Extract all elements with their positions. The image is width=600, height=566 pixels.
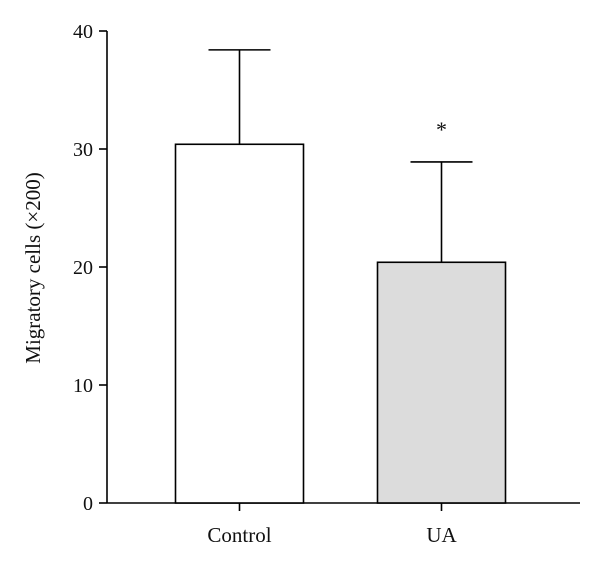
y-axis-label: Migratory cells (×200) [21, 172, 45, 363]
bar-ua [376, 261, 507, 504]
x-tick-label-ua: UA [426, 523, 457, 547]
y-tick-label: 10 [73, 375, 93, 397]
y-tick-label: 0 [83, 493, 93, 515]
y-tick-label: 30 [73, 139, 93, 161]
significance-marker-ua: * [436, 117, 447, 142]
labels: 0 10 20 30 40 Control UA * [73, 21, 457, 547]
x-tick-label-control: Control [207, 523, 271, 547]
y-tick-label: 40 [73, 21, 93, 43]
bars [174, 49, 507, 504]
bar-control [174, 143, 305, 504]
y-tick-label: 20 [73, 257, 93, 279]
axes [99, 30, 580, 511]
